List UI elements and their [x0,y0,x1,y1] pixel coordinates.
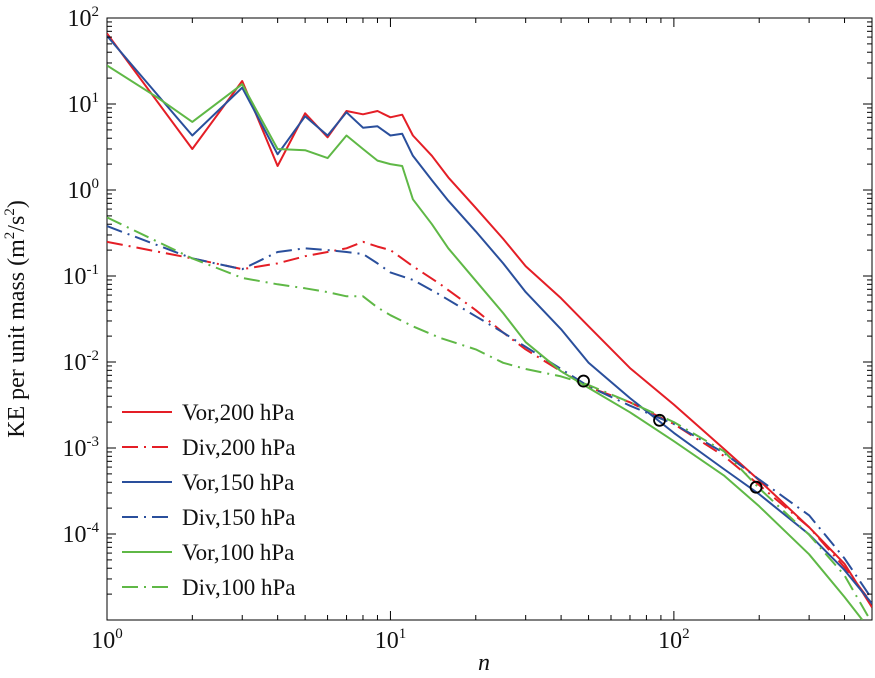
y-tick-label: 10-3 [63,434,100,462]
plot-frame [106,17,873,621]
legend-label-5: Vor,100 hPa [182,540,294,565]
marker-layer [577,374,763,494]
y-tick-label: 10-1 [63,262,100,290]
marker-3 [749,480,763,494]
series-line-3 [107,35,872,605]
x-tick-label: 102 [658,626,690,654]
legend-label-1: Vor,200 hPa [182,400,294,425]
marker-1 [577,374,590,388]
series-line-5 [107,64,864,620]
y-tick-label: 102 [68,4,100,32]
y-tick-label: 101 [68,90,100,118]
tick-layer [106,17,873,621]
series-layer [107,32,872,620]
tick-label-layer: 100 101 102 102 101 100 10-1 10-2 10-3 10-4 [63,4,690,654]
y-tick-label: 100 [68,176,100,204]
x-axis-label: n [478,650,490,676]
y-tick-label: 10-4 [63,520,100,548]
legend: Vor,200 hPa Div,200 hPa Vor,150 hPa Div,150… [122,400,296,600]
series-line-6 [107,216,872,620]
series-line-2 [107,240,872,605]
marker-2 [653,413,666,427]
y-axis-label: KE per unit mass (m2/s2) [2,200,30,438]
x-tick-label: 100 [91,626,123,654]
legend-label-4: Div,150 hPa [182,505,296,530]
legend-label-2: Div,200 hPa [182,435,296,460]
y-tick-label: 10-2 [63,348,100,376]
series-line-1 [107,32,872,608]
x-tick-label: 101 [375,626,407,654]
legend-label-6: Div,100 hPa [182,575,296,600]
legend-label-3: Vor,150 hPa [182,470,294,495]
